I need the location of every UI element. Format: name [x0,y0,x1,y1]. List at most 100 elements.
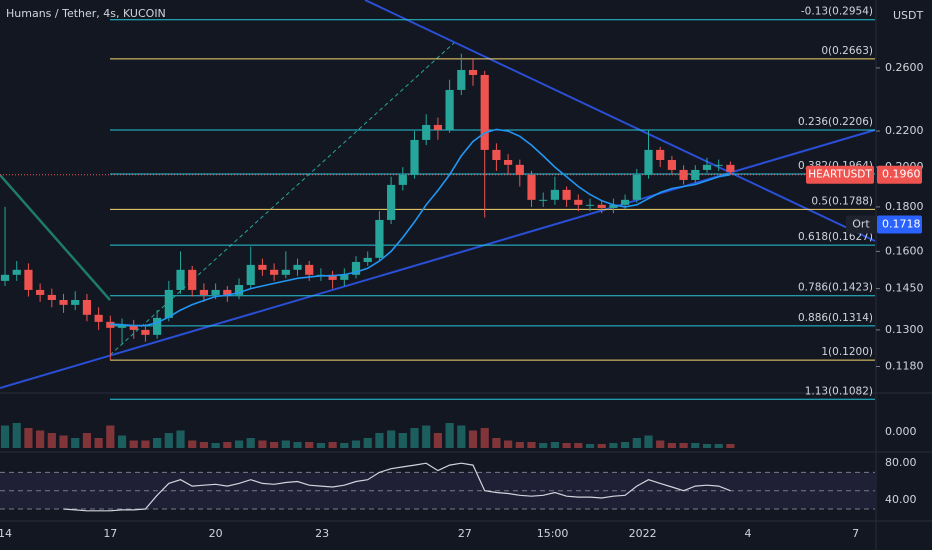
candle-body [270,269,279,275]
candle-body [621,199,630,205]
candle-body [574,199,583,205]
x-tick-label: 27 [458,527,472,540]
volume-bar [0,425,10,448]
candle-body [293,264,302,270]
y-tick-label: 0.1180 [885,359,924,372]
volume-bar [702,444,712,448]
trend-line [364,0,876,242]
trend-line [0,174,111,301]
last-price-label: 0.1960 [882,168,921,181]
last-price-box [877,165,922,184]
volume-bar [328,442,337,448]
volume-bar [340,443,349,448]
volume-bar [445,423,454,448]
candle-body [492,149,501,160]
candle-body [387,184,396,220]
volume-bar [480,428,489,448]
candle-body [726,164,735,172]
volume-bar [468,430,478,448]
candle-body [410,139,419,175]
volume-bar [12,423,21,448]
marker-name: Ort [852,218,870,231]
x-tick-label: 17 [103,527,117,540]
candle-body [199,289,209,295]
volume-bar [433,433,443,448]
volume-bar [94,438,103,448]
candle-body [12,269,21,275]
volume-bar [24,428,33,448]
candle-body [305,264,314,275]
volume-bar [585,444,595,448]
volume-bar [211,443,220,448]
volume-bar [457,425,466,448]
volume-bar [679,443,688,448]
fib-label: 1(0.1200) [821,346,873,358]
candle-body [164,289,173,318]
y-tick-label: 0.2200 [885,124,924,137]
candle-body [398,174,407,185]
fib-label: 0.5(0.1788) [811,195,873,207]
volume-bar [691,443,700,448]
rsi-band [0,472,875,510]
marker-label: 0.1718 [882,218,921,231]
volume-bar [164,433,173,448]
candle-body [656,149,665,160]
volume-bar [422,425,431,448]
x-tick-label: 7 [852,527,859,540]
candle-body [632,174,641,200]
candle-body [246,264,255,285]
candle-body [281,269,290,275]
candle-body [363,257,372,262]
candle-body [457,69,466,90]
last-price-name-box [806,165,874,184]
volume-bar [246,438,255,448]
volume-tick-label: 0.000 [885,425,917,438]
rsi-line [63,462,731,512]
volume-bar [492,438,501,448]
currency[interactable]: USDT [893,9,924,22]
volume-bar [223,442,232,448]
volume-bar [351,440,361,448]
candle-body [562,189,571,200]
volume-bar [621,442,630,448]
candle-body [550,189,559,200]
y-tick-label: 0.2600 [885,61,924,74]
volume-bar [199,442,209,448]
volume-bar [562,443,571,448]
fib-label: -0.13(0.2954) [801,6,873,18]
candle-body [644,149,653,175]
volume-bar [36,430,45,448]
fib-label: 0.236(0.2206) [798,116,873,128]
moving-average [110,128,731,327]
volume-bar [293,442,302,448]
candle-body [36,289,45,295]
volume-bar [550,442,559,448]
candle-body [585,204,595,206]
volume-bar [597,444,606,448]
candle-body [539,199,548,201]
trend-line [0,129,876,389]
fib-label: 1.13(0.1082) [805,385,873,397]
fib-label: 0.886(0.1314) [798,312,873,324]
volume-bar [375,433,384,448]
last-price-name: HEARTUSDT [808,169,872,181]
volume-bar [117,435,127,448]
candle-body [141,329,150,335]
candle-body [375,219,384,258]
fib-label: 0(0.2663) [821,45,873,57]
candle-body [340,274,349,280]
candle-body [597,204,606,208]
candle-body [468,69,478,75]
rsi-tick-label: 80.00 [885,456,917,469]
volume-bar [106,425,115,448]
candle-body [82,300,92,315]
candle-body [0,274,10,281]
volume-bar [504,440,513,448]
chart-title: Humans / Tether, 4s, KUCOIN [6,7,166,20]
x-tick-label: 23 [315,527,329,540]
volume-bar [234,440,244,448]
rsi-tick-label: 40.00 [885,493,917,506]
volume-bar [726,444,735,448]
